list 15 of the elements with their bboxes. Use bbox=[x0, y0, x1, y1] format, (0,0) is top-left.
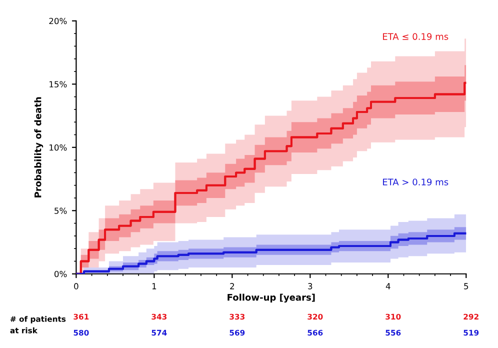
x-tick-label: 4 bbox=[386, 283, 390, 290]
x-tick-label: 0 bbox=[74, 283, 78, 290]
y-tick-label: 5% bbox=[54, 208, 67, 214]
x-axis-title: Follow-up [years] bbox=[228, 294, 315, 303]
y-axis-title: Probability of death bbox=[34, 97, 44, 198]
x-tick-label: 5 bbox=[464, 283, 468, 290]
x-tick-label: 3 bbox=[308, 283, 312, 290]
text: ETA > 0.19 ms bbox=[383, 178, 448, 186]
x-tick-label: 1 bbox=[152, 283, 156, 290]
y-tick-label: 0% bbox=[54, 270, 67, 278]
text: ETA ≤ 0.19 ms bbox=[383, 33, 448, 40]
y-tick-label: 10% bbox=[50, 144, 67, 151]
y-tick-label: 15% bbox=[50, 81, 67, 88]
x-tick-label: 2 bbox=[230, 283, 234, 290]
y-tick-label: 20% bbox=[49, 18, 67, 24]
